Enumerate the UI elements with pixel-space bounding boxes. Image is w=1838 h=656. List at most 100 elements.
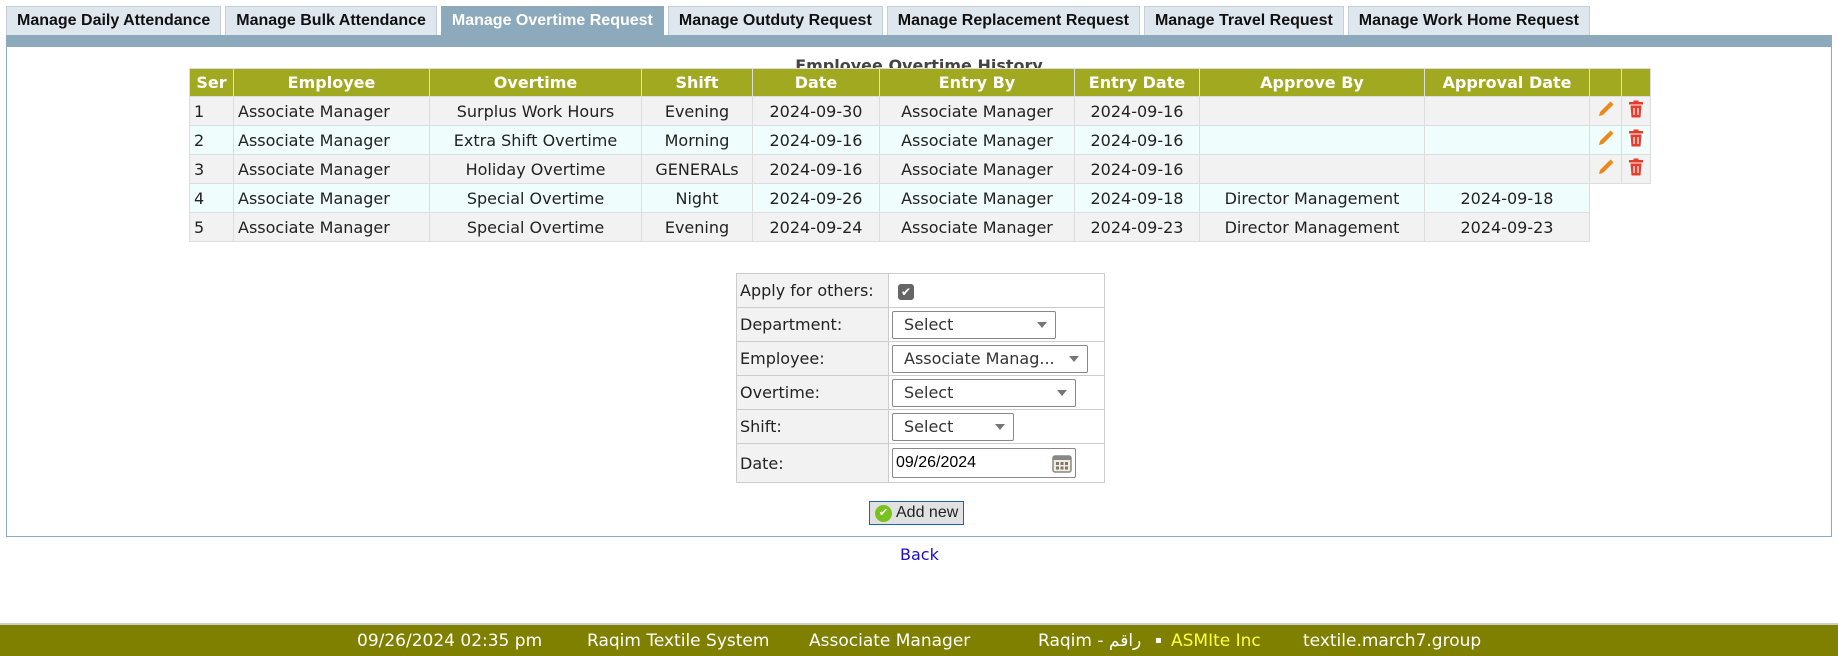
cell-employee: Associate Manager: [233, 154, 430, 184]
apply-label: Apply for others:: [736, 273, 889, 308]
column-header: Shift: [641, 68, 753, 97]
cell-entry-date: 2024-09-16: [1074, 154, 1200, 184]
cell-shift: GENERALs: [641, 154, 753, 184]
cell-ser: 4: [189, 183, 234, 213]
tab-manage-bulk-attendance[interactable]: Manage Bulk Attendance: [225, 6, 437, 35]
table-row: 4 Associate Manager Special Overtime Night 2…: [189, 183, 1651, 213]
delete-trash-icon[interactable]: [1628, 158, 1644, 180]
cell-overtime: Special Overtime: [429, 212, 642, 242]
edit-cell: [1589, 96, 1622, 126]
employee-label: Employee:: [736, 341, 889, 376]
cell-approve-by: Director Management: [1199, 212, 1425, 242]
cell-shift: Night: [641, 183, 753, 213]
table-row: 3 Associate Manager Holiday Overtime GENERA…: [189, 154, 1651, 184]
edit-cell: [1589, 154, 1622, 184]
cell-entry-by: Associate Manager: [879, 96, 1075, 126]
table-row: 5 Associate Manager Special Overtime Evenin…: [189, 212, 1651, 242]
cell-employee: Associate Manager: [233, 96, 430, 126]
tab-manage-travel-request[interactable]: Manage Travel Request: [1143, 6, 1344, 35]
overtime-select[interactable]: Select: [892, 378, 1076, 407]
cell-entry-date: 2024-09-23: [1074, 212, 1200, 242]
edit-pencil-icon[interactable]: [1597, 100, 1615, 122]
add-new-label: Add new: [896, 504, 959, 521]
delete-trash-icon[interactable]: [1628, 129, 1644, 151]
footer-domain: textile.march7.group: [1303, 630, 1482, 651]
delete-cell: [1621, 96, 1651, 126]
tab-manage-replacement-request[interactable]: Manage Replacement Request: [886, 6, 1140, 35]
cell-entry-date: 2024-09-16: [1074, 96, 1200, 126]
tab-manage-overtime-request[interactable]: Manage Overtime Request: [440, 6, 664, 35]
cell-entry-date: 2024-09-16: [1074, 125, 1200, 155]
department-select[interactable]: Select: [892, 310, 1056, 339]
check-circle-icon: ✔: [875, 504, 892, 522]
overtime-panel: Employee Overtime History Ser Employee Ove…: [6, 35, 1832, 537]
cell-shift: Evening: [641, 96, 753, 126]
chevron-down-icon: [995, 423, 1005, 430]
footer-datetime: 09/26/2024 02:35 pm: [357, 630, 543, 651]
empty-action-cell: [1589, 212, 1651, 242]
cell-employee: Associate Manager: [233, 125, 430, 155]
edit-pencil-icon[interactable]: [1597, 158, 1615, 180]
cell-overtime: Extra Shift Overtime: [429, 125, 642, 155]
calendar-icon[interactable]: [1052, 453, 1072, 473]
cell-ser: 1: [189, 96, 234, 126]
shift-value: Select: [904, 417, 954, 436]
add-new-button[interactable]: ✔ Add new: [869, 501, 965, 525]
overtime-value: Select: [904, 383, 954, 402]
overtime-label: Overtime:: [736, 375, 889, 410]
cell-entry-date: 2024-09-18: [1074, 183, 1200, 213]
cell-overtime: Holiday Overtime: [429, 154, 642, 184]
date-value: 09/26/2024: [896, 454, 977, 471]
tab-manage-daily-attendance[interactable]: Manage Daily Attendance: [6, 6, 222, 35]
cell-employee: Associate Manager: [233, 183, 430, 213]
cell-shift: Evening: [641, 212, 753, 242]
cell-date: 2024-09-30: [752, 96, 880, 126]
cell-date: 2024-09-16: [752, 125, 880, 155]
column-header: Ser: [189, 68, 234, 97]
cell-ser: 3: [189, 154, 234, 184]
cell-entry-by: Associate Manager: [879, 154, 1075, 184]
footer-system: Raqim Textile System: [587, 630, 770, 651]
department-value: Select: [904, 315, 954, 334]
delete-cell: [1621, 154, 1651, 184]
footer-user: Associate Manager: [809, 630, 971, 651]
date-label: Date:: [736, 443, 889, 483]
column-header: Employee: [233, 68, 430, 97]
cell-ser: 5: [189, 212, 234, 242]
table-row: 1 Associate Manager Surplus Work Hours Even…: [189, 96, 1651, 126]
shift-select[interactable]: Select: [892, 412, 1014, 441]
cell-entry-by: Associate Manager: [879, 212, 1075, 242]
cell-approval-date: [1424, 96, 1590, 126]
cell-approval-date: 2024-09-18: [1424, 183, 1590, 213]
chevron-down-icon: [1057, 389, 1067, 396]
cell-approve-by: [1199, 125, 1425, 155]
back-link[interactable]: Back: [900, 545, 939, 564]
shift-label: Shift:: [736, 409, 889, 444]
department-label: Department:: [736, 307, 889, 342]
delete-trash-icon[interactable]: [1628, 100, 1644, 122]
table-row: 2 Associate Manager Extra Shift Overtime Mo…: [189, 125, 1651, 155]
employee-value: Associate Manag...: [904, 349, 1055, 368]
cell-date: 2024-09-26: [752, 183, 880, 213]
column-header: Date: [752, 68, 880, 97]
footer-company-link[interactable]: ASMIte Inc: [1171, 630, 1261, 651]
cell-approval-date: [1424, 154, 1590, 184]
column-header: Entry Date: [1074, 68, 1200, 97]
date-input[interactable]: 09/26/2024: [892, 448, 1076, 478]
edit-pencil-icon[interactable]: [1597, 129, 1615, 151]
cell-approval-date: 2024-09-23: [1424, 212, 1590, 242]
cell-approve-by: [1199, 96, 1425, 126]
cell-approve-by: [1199, 154, 1425, 184]
apply-for-others-checkbox[interactable]: ✔: [898, 284, 914, 300]
tab-manage-work-home-request[interactable]: Manage Work Home Request: [1347, 6, 1590, 35]
cell-date: 2024-09-16: [752, 154, 880, 184]
cell-approval-date: [1424, 125, 1590, 155]
tab-manage-outduty-request[interactable]: Manage Outduty Request: [667, 6, 883, 35]
cell-ser: 2: [189, 125, 234, 155]
cell-approve-by: Director Management: [1199, 183, 1425, 213]
cell-entry-by: Associate Manager: [879, 125, 1075, 155]
overtime-form: Apply for others: ✔ Department: Select E…: [736, 273, 1105, 483]
employee-select[interactable]: Associate Manag...: [892, 344, 1088, 373]
cell-shift: Morning: [641, 125, 753, 155]
cell-entry-by: Associate Manager: [879, 183, 1075, 213]
